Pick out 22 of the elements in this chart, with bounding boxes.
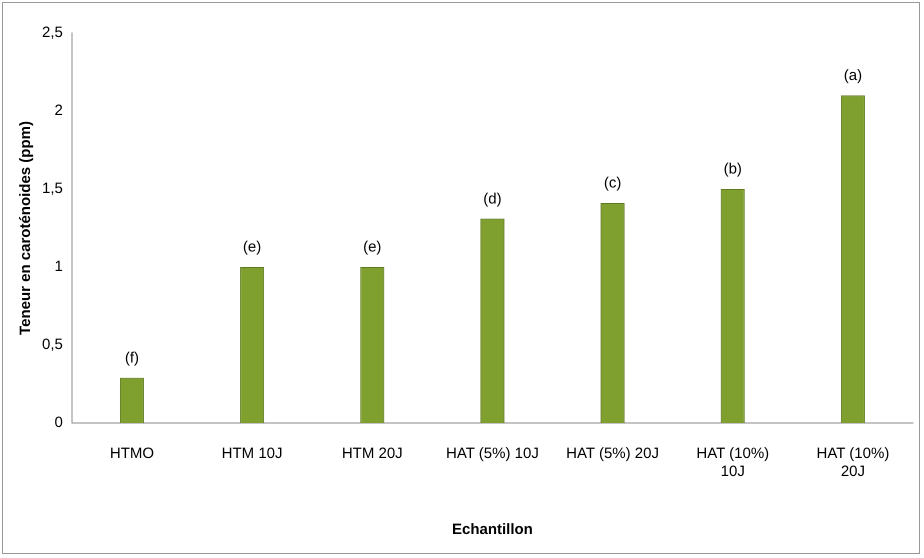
annotation: (c) [604, 174, 622, 192]
annotation: (a) [844, 67, 862, 84]
x-tick-label: HAT (5%) 10J [446, 445, 539, 462]
y-tick-label: 0 [54, 414, 63, 432]
y-tick-label: 2,5 [42, 24, 63, 42]
y-tick-label: 1,5 [42, 180, 63, 198]
y-tick-label: 1 [54, 258, 63, 276]
x-tick-label: HAT (5%) 20J [566, 445, 659, 462]
x-tick-label: HTMO [110, 445, 154, 462]
x-axis-title: Echantillon [452, 521, 533, 538]
y-tick-label: 2 [54, 102, 63, 120]
annotation: (d) [483, 190, 502, 208]
x-tick-label: HTM 10J [222, 445, 283, 462]
annotation: (f) [124, 349, 140, 366]
y-axis-title: Teneur en caroténoides (ppm) [17, 121, 34, 335]
annotation: (b) [724, 160, 742, 178]
x-tick-label: HTM 20J [342, 445, 403, 462]
annotation: (e) [363, 238, 382, 256]
x-tick-label: HAT (10%) 20J [816, 445, 890, 480]
x-tick-label: HAT (10%) 10J [696, 445, 770, 480]
annotation: (e) [242, 238, 262, 256]
y-tick-label: 0,5 [42, 336, 63, 354]
